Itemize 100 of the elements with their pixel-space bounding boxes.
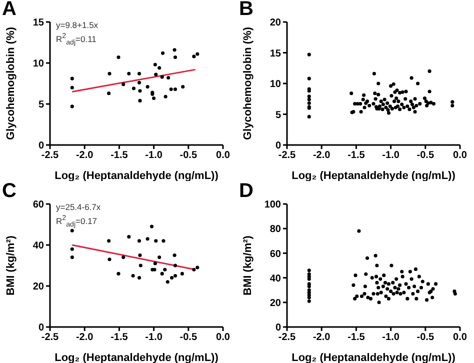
x-tick-label: -1.5: [110, 332, 128, 343]
point: [116, 55, 120, 60]
y-tick-label: 60: [270, 248, 282, 260]
point: [70, 246, 74, 250]
x-tick-label: -2.5: [278, 332, 296, 343]
x-tick-label: -1.5: [348, 332, 366, 343]
annotation: R$^{2}$$_{adj}$=0.11: [56, 31, 96, 49]
x-axis-title: Log₂ (Heptanaldehyde (ng/mL)): [54, 170, 219, 182]
y-tick-label: 20: [270, 297, 282, 308]
y-tick-label: 0: [275, 322, 282, 334]
x-tick-label: 0.0: [216, 332, 230, 343]
x-tick-label: -0.5: [180, 332, 198, 343]
x-tick-label: -2.0: [312, 332, 331, 343]
y-axis-title: BMI (kg/m²): [242, 234, 254, 295]
point: [127, 234, 131, 238]
point: [137, 276, 142, 280]
point: [173, 55, 178, 60]
x-tick-label: -1.5: [348, 150, 366, 162]
point: [127, 72, 131, 76]
point: [180, 271, 184, 275]
point: [153, 62, 157, 66]
point: [122, 255, 126, 259]
x-tick-label: -1.0: [145, 150, 163, 162]
y-tick-label: 15: [270, 48, 282, 60]
point: [138, 98, 142, 102]
point: [70, 104, 74, 108]
point: [181, 85, 185, 89]
y-axis-title: Glycohemoglobin (%): [4, 26, 17, 140]
point: [150, 224, 154, 228]
point: [138, 263, 142, 267]
point: [146, 236, 150, 240]
y-tick-label: 80: [270, 224, 282, 235]
y-tick-label: 10: [270, 79, 282, 90]
x-axis-title: Log₂ (Heptanaldehyde (ng/mL)): [54, 352, 219, 363]
point: [158, 66, 162, 70]
y-tick-label: 0: [38, 322, 44, 334]
point: [160, 75, 164, 79]
y-tick-label: 20: [32, 281, 44, 292]
point: [196, 265, 200, 269]
point: [163, 267, 167, 271]
point: [170, 276, 174, 280]
point: [169, 87, 173, 92]
point: [196, 52, 200, 56]
y-tick-label: 0: [275, 140, 282, 152]
y-tick-label: 0: [38, 140, 44, 152]
y-axis-title: Glycohemoglobin (%): [242, 26, 254, 140]
annotation: y=25.4-6.7x: [56, 202, 101, 212]
point: [154, 238, 158, 242]
point: [70, 255, 74, 259]
x-tick-label: 0.0: [453, 150, 468, 162]
point: [122, 82, 126, 86]
chart-title: A: [2, 0, 16, 21]
annotation: y=9.8+1.5x: [56, 20, 98, 31]
point: [107, 238, 111, 242]
point: [137, 72, 142, 76]
point: [137, 80, 142, 84]
point: [70, 76, 74, 80]
chart-title: D: [239, 180, 254, 202]
point: [154, 72, 158, 76]
x-tick-label: -0.5: [416, 150, 434, 162]
point: [108, 257, 112, 261]
point: [152, 96, 156, 100]
x-tick-label: -2.0: [76, 150, 94, 162]
x-tick-label: -0.5: [416, 332, 434, 343]
x-tick-label: -2.0: [76, 332, 94, 343]
point: [161, 51, 165, 55]
point: [116, 271, 120, 275]
point: [173, 87, 178, 92]
x-tick-label: -2.5: [278, 150, 296, 162]
y-axis-title: BMI (kg/m²): [4, 234, 17, 295]
x-tick-label: -2.5: [41, 150, 60, 162]
point: [107, 92, 111, 96]
x-tick-label: -1.0: [382, 332, 400, 343]
annotation: R$^{2}$$_{adj}$=0.17: [56, 212, 98, 230]
x-tick-label: -2.0: [312, 150, 331, 162]
point: [172, 48, 176, 52]
y-tick-label: 20: [270, 18, 282, 29]
x-axis-title: Log₂ (Heptanaldehyde (ng/mL)): [292, 170, 456, 182]
point: [108, 72, 112, 76]
y-tick-label: 40: [270, 272, 282, 284]
x-tick-label: -0.5: [180, 150, 198, 162]
x-tick-label: -1.0: [145, 332, 163, 343]
chart-title: C: [2, 180, 16, 202]
point: [166, 280, 170, 284]
y-tick-label: 40: [32, 240, 44, 252]
point: [192, 267, 196, 271]
y-tick-label: 10: [32, 58, 44, 70]
y-tick-label: 15: [32, 18, 44, 29]
y-tick-label: 5: [275, 110, 282, 121]
x-tick-label: 0.0: [453, 332, 468, 343]
x-tick-label: -1.0: [382, 150, 400, 162]
point: [173, 263, 178, 267]
point: [138, 89, 142, 93]
point: [162, 238, 166, 242]
point: [153, 261, 157, 265]
point: [160, 271, 164, 275]
x-tick-label: -2.5: [41, 332, 60, 343]
y-tick-label: 100: [264, 199, 282, 210]
point: [137, 238, 142, 242]
point: [192, 54, 196, 58]
